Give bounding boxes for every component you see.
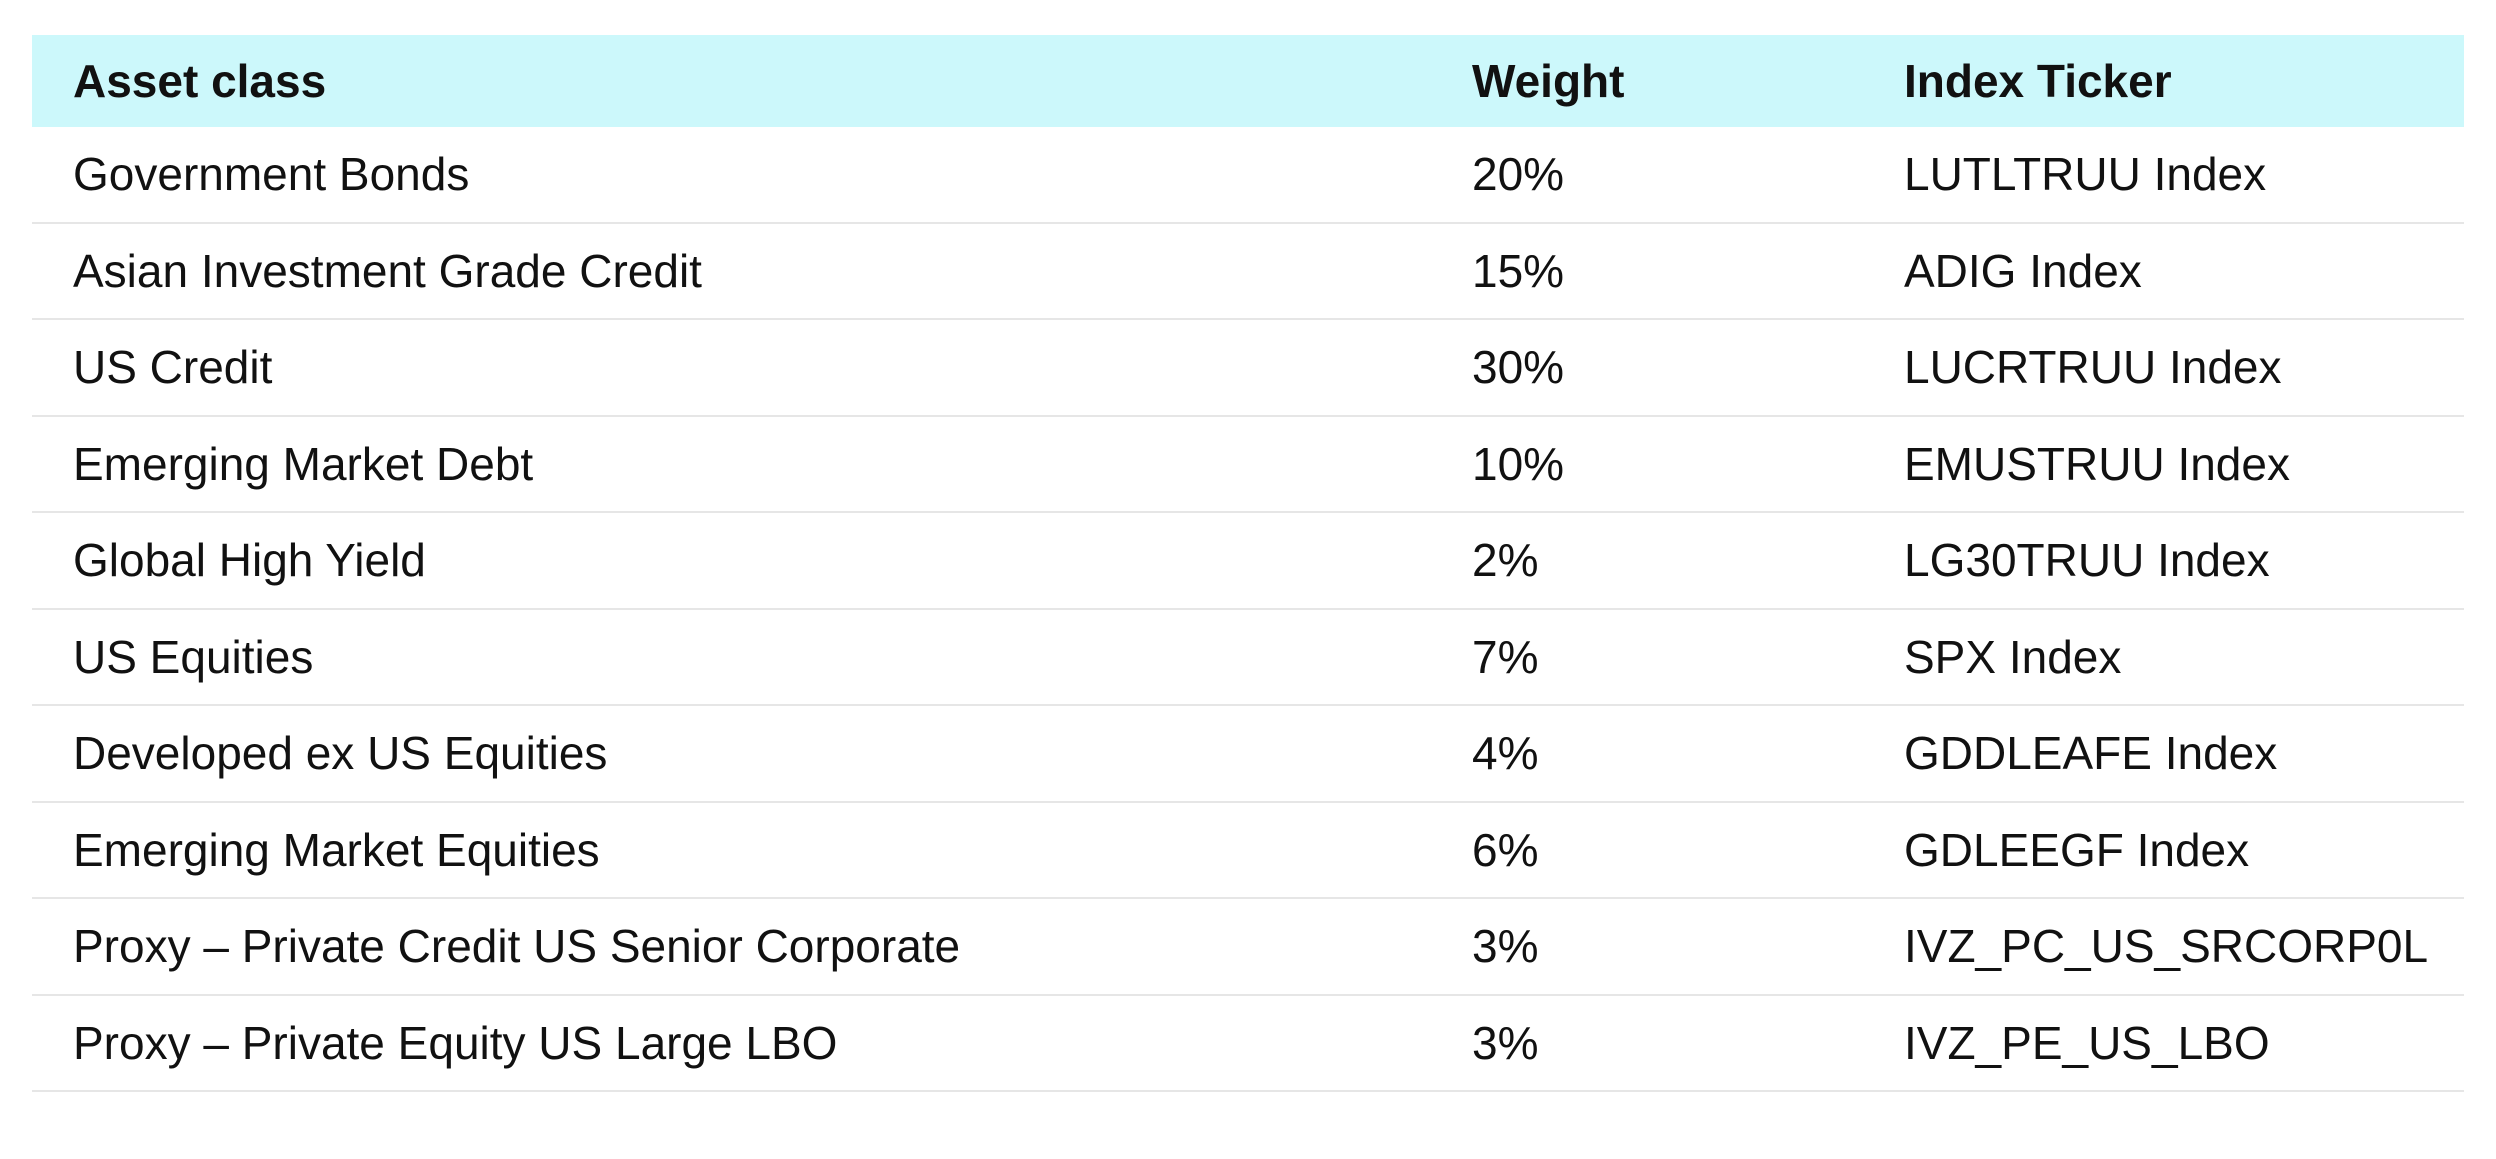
table-row: Proxy – Private Credit US Senior Corpora… [32,899,2464,996]
ticker-cell: GDLEEGF Index [1904,823,2250,876]
ticker-cell: SPX Index [1904,630,2122,683]
asset-class-cell: Asian Investment Grade Credit [73,244,702,297]
asset-class-cell: Proxy – Private Equity US Large LBO [73,1016,838,1069]
weight-cell: 20% [1472,148,1565,201]
header-index-ticker: Index Ticker [1904,55,2172,107]
asset-class-cell: Emerging Market Debt [73,437,534,490]
header-weight: Weight [1472,55,1625,107]
table-header-row: Asset class Weight Index Ticker [32,35,2464,127]
asset-class-cell: Emerging Market Equities [73,823,600,876]
asset-class-cell: US Credit [73,341,273,394]
ticker-cell: GDDLEAFE Index [1904,727,2278,780]
asset-class-cell: Global High Yield [73,534,426,587]
table-row: Emerging Market Debt 10% EMUSTRUU Index [32,417,2464,513]
table-row: Proxy – Private Equity US Large LBO 3% I… [32,996,2464,1092]
ticker-cell: ADIG Index [1904,244,2142,297]
weight-cell: 30% [1472,341,1565,394]
ticker-cell: IVZ_PC_US_SRCORP0L [1904,920,2429,973]
ticker-cell: LUCRTRUU Index [1904,341,2282,394]
asset-class-cell: US Equities [73,630,314,683]
weight-cell: 7% [1472,630,1539,683]
weight-cell: 4% [1472,727,1539,780]
ticker-cell: EMUSTRUU Index [1904,437,2290,490]
weight-cell: 10% [1472,437,1565,490]
weight-cell: 15% [1472,244,1565,297]
ticker-cell: IVZ_PE_US_LBO [1904,1016,2270,1069]
asset-class-cell: Proxy – Private Credit US Senior Corpora… [73,920,961,973]
ticker-cell: LUTLTRUU Index [1904,148,2267,201]
weight-cell: 6% [1472,823,1539,876]
header-asset-class: Asset class [73,55,327,107]
table-row: Global High Yield 2% LG30TRUU Index [32,513,2464,610]
table-row: Developed ex US Equities 4% GDDLEAFE Ind… [32,706,2464,803]
weight-cell: 2% [1472,534,1539,587]
table-row: Emerging Market Equities 6% GDLEEGF Inde… [32,803,2464,899]
asset-class-cell: Government Bonds [73,148,470,201]
table-row: Government Bonds 20% LUTLTRUU Index [32,127,2464,224]
ticker-cell: LG30TRUU Index [1904,534,2270,587]
asset-class-cell: Developed ex US Equities [73,727,608,780]
weight-cell: 3% [1472,920,1539,973]
table-row: US Credit 30% LUCRTRUU Index [32,320,2464,417]
table-row: US Equities 7% SPX Index [32,610,2464,706]
weight-cell: 3% [1472,1016,1539,1069]
table-row: Asian Investment Grade Credit 15% ADIG I… [32,224,2464,320]
asset-allocation-table: Asset class Weight Index Ticker Governme… [32,35,2464,1092]
